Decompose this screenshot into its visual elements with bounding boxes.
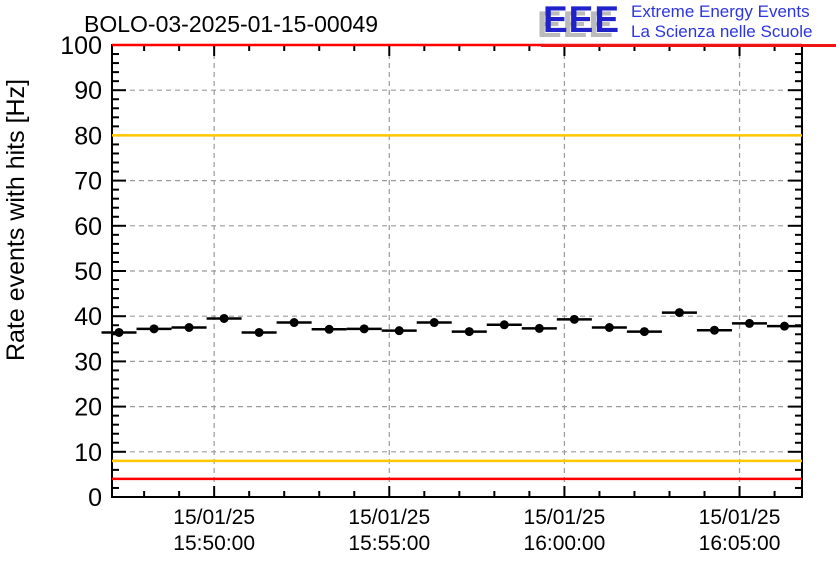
y-tick-label: 0 [88,484,102,512]
data-point [521,323,557,333]
y-tick-label: 90 [74,77,102,105]
y-axis-title: Rate events with hits [Hz] [2,79,30,361]
point-marker [569,314,579,324]
y-tick-label: 30 [74,348,102,376]
y-tick-label: 20 [74,394,102,422]
point-marker [254,327,264,337]
data-point [136,324,172,334]
data-point [731,318,767,328]
point-marker [709,325,719,335]
data-point [486,320,522,330]
data-point [276,318,312,328]
y-tick-label: 50 [74,258,102,286]
eee-logo-taglines: Extreme Energy Events La Scienza nelle S… [631,2,812,42]
data-point [381,326,417,336]
y-tick-label: 100 [60,32,102,60]
y-tick-label: 60 [74,213,102,241]
eee-logo-tagline-1: Extreme Energy Events [631,2,810,21]
x-tick-label-time: 16:00:00 [524,532,606,555]
x-tick-label-date: 15/01/25 [348,506,430,529]
point-marker [604,323,614,332]
eee-logo-underline [541,44,836,47]
point-marker [219,313,229,323]
point-marker [779,321,789,331]
point-marker [184,323,194,332]
y-tick-label: 10 [74,439,102,467]
point-marker [149,324,159,334]
data-point [766,321,802,331]
data-point [416,318,452,328]
eee-logo: EEE Extreme Energy Events La Scienza nel… [541,0,836,47]
y-tick-label: 40 [74,303,102,331]
point-marker [394,326,404,336]
data-point [591,323,627,332]
data-point [101,327,137,337]
point-marker [324,324,334,334]
x-tick-label-date: 15/01/25 [524,506,606,529]
point-marker [114,327,124,337]
eee-logo-acronym: EEE [543,0,621,40]
data-point [206,313,242,323]
series-rate-events-with-hits [101,308,802,337]
point-marker [639,327,649,337]
data-point [311,324,347,334]
point-marker [429,318,439,328]
y-tick-label: 80 [74,122,102,150]
data-point [171,323,207,332]
point-marker [674,308,684,318]
y-tick-label: 70 [74,168,102,196]
threshold-lines [112,43,802,481]
x-tick-label-time: 15:50:00 [173,532,255,555]
data-point [346,324,382,334]
data-series [101,308,802,337]
x-tick-label-time: 15:55:00 [348,532,430,555]
point-marker [534,323,544,333]
eee-logo-tagline-2: La Scienza nelle Scuole [631,22,813,41]
point-marker [744,318,754,328]
axis-labels: BOLO-03-2025-01-15-00049 0 10 20 30 40 50 60 70 8… [2,11,780,555]
data-point [696,325,732,335]
data-point [661,308,697,318]
point-marker [289,318,299,328]
point-marker [499,320,509,330]
x-tick-label-date: 15/01/25 [699,506,781,529]
point-marker [464,327,474,337]
chart-title: BOLO-03-2025-01-15-00049 [84,11,378,37]
data-point [451,327,487,337]
gridlines [112,45,802,497]
point-marker [359,324,369,334]
data-point [556,314,592,324]
data-point [241,327,277,337]
x-tick-label-time: 16:05:00 [699,532,781,555]
x-tick-label-date: 15/01/25 [173,506,255,529]
data-point [626,327,662,337]
